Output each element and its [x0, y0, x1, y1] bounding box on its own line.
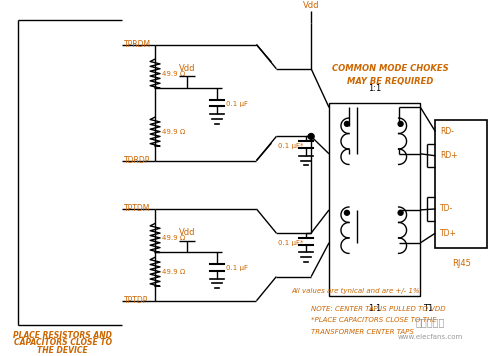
Text: 0.1 μF: 0.1 μF: [226, 265, 248, 271]
Text: RJ45: RJ45: [452, 259, 470, 268]
Circle shape: [344, 121, 350, 126]
Text: COMMON MODE CHOKES: COMMON MODE CHOKES: [332, 64, 449, 73]
Text: TPRDM: TPRDM: [124, 40, 152, 49]
Text: RD+: RD+: [440, 151, 458, 160]
Text: All values are tynical and are +/- 1%: All values are tynical and are +/- 1%: [292, 288, 420, 294]
Text: www.elecfans.com: www.elecfans.com: [398, 334, 463, 340]
Text: PLACE RESISTORS AND: PLACE RESISTORS AND: [13, 331, 112, 340]
Text: 49.9 Ω: 49.9 Ω: [162, 70, 186, 77]
Text: TD-: TD-: [440, 204, 454, 214]
Text: THE DEVICE: THE DEVICE: [38, 346, 88, 355]
Text: Vdd: Vdd: [178, 64, 195, 73]
Circle shape: [398, 210, 403, 215]
Circle shape: [308, 134, 314, 139]
Text: TRANSFORMER CENTER TAPS: TRANSFORMER CENTER TAPS: [311, 329, 414, 335]
Text: TDRDP: TDRDP: [124, 156, 150, 165]
Text: *PLACE CAPACITORS CLOSE TO THE: *PLACE CAPACITORS CLOSE TO THE: [311, 317, 436, 323]
Circle shape: [344, 210, 350, 215]
Text: 0.1 μF*: 0.1 μF*: [278, 143, 303, 149]
Text: RD-: RD-: [440, 127, 454, 136]
Text: 电子发烧友: 电子发烧友: [416, 317, 445, 327]
Text: 49.9 Ω: 49.9 Ω: [162, 235, 186, 241]
Text: TPTDM: TPTDM: [124, 204, 150, 214]
Text: 49.9 Ω: 49.9 Ω: [162, 129, 186, 135]
Text: CAPACITORS CLOSE TO: CAPACITORS CLOSE TO: [14, 339, 112, 347]
Text: Vdd: Vdd: [178, 228, 195, 237]
Text: 49.9 Ω: 49.9 Ω: [162, 269, 186, 275]
Text: TPTDP: TPTDP: [124, 296, 148, 305]
Text: T1: T1: [424, 304, 434, 313]
Bar: [436, 120, 487, 248]
Text: 1:1: 1:1: [368, 304, 382, 313]
Text: NOTE: CENTER TAP IS PULLED TO VDD: NOTE: CENTER TAP IS PULLED TO VDD: [311, 305, 446, 312]
Text: Vdd: Vdd: [303, 1, 320, 10]
Text: TD+: TD+: [440, 229, 457, 237]
Circle shape: [398, 121, 403, 126]
Text: 1:1: 1:1: [368, 84, 382, 93]
Bar: [329, 103, 420, 296]
Text: 0.1 μF: 0.1 μF: [226, 100, 248, 106]
Text: 0.1 μF*: 0.1 μF*: [278, 240, 303, 246]
Text: MAY BE REQUIRED: MAY BE REQUIRED: [348, 77, 434, 86]
